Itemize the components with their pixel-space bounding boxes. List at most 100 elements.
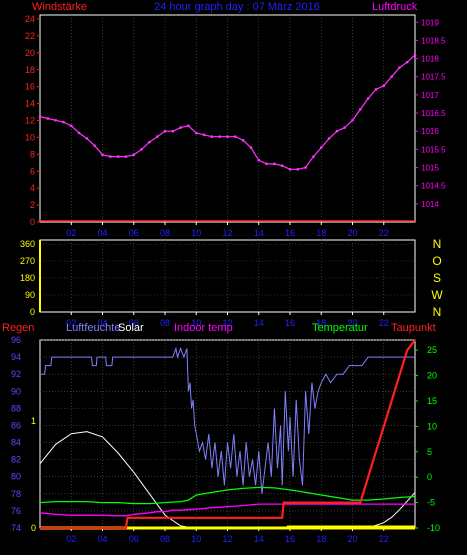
p3-xlabel-10: 10 xyxy=(191,534,201,544)
pressure-point xyxy=(85,137,89,140)
p1-right-tick-label-3: 1015.5 xyxy=(421,145,446,154)
p1-right-tick-label-8: 1018 xyxy=(421,55,439,64)
chart-labels: 24 hour graph day : 07 März 2016 Windstä… xyxy=(2,1,436,334)
panel1-right-axis-label: Luftdruck xyxy=(372,1,418,13)
pressure-point xyxy=(405,61,409,64)
pressure-point xyxy=(109,155,112,158)
pressure-point xyxy=(320,146,323,149)
series-luftfeuchte-line xyxy=(40,346,415,494)
pressure-point xyxy=(398,66,401,69)
pressure-point xyxy=(374,88,378,91)
p3-xlabel-06: 06 xyxy=(129,534,139,544)
p1-left-tick-label-10: 20 xyxy=(25,48,35,58)
pressure-point xyxy=(101,153,104,157)
p3-xlabel-20: 20 xyxy=(347,534,357,544)
p2-right-tick-label-1: W xyxy=(431,288,443,302)
p1-left-tick-label-9: 18 xyxy=(25,65,35,75)
p2-left-tick-label-1: 90 xyxy=(25,290,35,300)
p3-temp-tick-label-3: 5 xyxy=(427,447,432,457)
p3-temp-tick-label-5: 15 xyxy=(427,396,437,406)
p2-xlabel-10: 10 xyxy=(191,318,201,328)
p3-temp-tick-label-6: 20 xyxy=(427,371,437,381)
p1-right-tick-label-7: 1017.5 xyxy=(421,73,446,82)
p1-left-tick-label-3: 6 xyxy=(30,166,35,176)
pressure-point xyxy=(171,130,175,133)
p1-xlabel-08: 08 xyxy=(160,228,170,238)
pressure-point xyxy=(70,124,73,127)
pressure-point xyxy=(413,53,417,57)
p3-temp-tick-label-4: 10 xyxy=(427,421,437,431)
legend-taupunkt: Taupunkt xyxy=(391,322,436,334)
p1-right-tick-label-10: 1019 xyxy=(421,18,439,27)
pressure-point xyxy=(116,155,120,158)
humidity-temperature-panel: 02 04 06 08 10 12 14 16 18 20 22747678808284868890… xyxy=(11,335,440,544)
p1-left-tick-label-4: 8 xyxy=(30,149,35,159)
legend-temperatur: Temperatur xyxy=(312,322,368,334)
legend-indoor-temp: Indoor temp xyxy=(174,322,233,334)
p2-left-tick-label-4: 360 xyxy=(20,239,35,249)
pressure-point xyxy=(93,144,96,147)
p3-humidity-tick-label-3: 80 xyxy=(11,472,21,482)
pressure-point xyxy=(241,139,245,142)
p3-temp-tick-label-0: -10 xyxy=(427,523,440,533)
p3-xlabel-04: 04 xyxy=(97,534,107,544)
pressure-point xyxy=(77,131,81,135)
pressure-point xyxy=(124,155,128,158)
pressure-point xyxy=(343,126,346,129)
p1-left-tick-label-1: 2 xyxy=(30,200,35,210)
pressure-point xyxy=(327,137,331,140)
p3-humidity-tick-label-5: 84 xyxy=(11,438,21,448)
p3-humidity-tick-label-7: 88 xyxy=(11,403,21,413)
p3-xlabel-12: 12 xyxy=(222,534,232,544)
pressure-point xyxy=(140,148,143,151)
pressure-point xyxy=(163,130,167,133)
pressure-point xyxy=(265,162,268,166)
pressure-point xyxy=(210,135,214,138)
p3-humidity-tick-label-2: 78 xyxy=(11,489,21,499)
p3-xlabel-02: 02 xyxy=(66,534,76,544)
p2-left-tick-label-3: 270 xyxy=(20,256,35,266)
pressure-point xyxy=(202,133,206,137)
pressure-point xyxy=(195,131,198,135)
p1-right-tick-label-2: 1015 xyxy=(421,164,439,173)
p3-xlabel-14: 14 xyxy=(254,534,264,544)
p2-xlabel-12: 12 xyxy=(222,318,232,328)
pressure-point xyxy=(296,168,300,171)
p3-humidity-tick-label-4: 82 xyxy=(11,455,21,465)
pressure-point xyxy=(273,162,276,166)
p2-right-tick-label-0: N xyxy=(433,305,442,319)
p1-left-tick-label-6: 12 xyxy=(25,116,35,126)
pressure-point xyxy=(179,126,182,129)
p1-right-tick-label-0: 1014 xyxy=(421,200,439,209)
p2-xlabel-22: 22 xyxy=(379,318,389,328)
series-temperatur-line xyxy=(39,486,416,505)
panel1-title: 24 hour graph day : 07 März 2016 xyxy=(154,1,320,13)
p1-xlabel-18: 18 xyxy=(316,228,326,238)
series-solar-line xyxy=(39,431,416,529)
pressure-point xyxy=(335,130,339,133)
p2-right-tick-label-2: S xyxy=(433,271,441,285)
series-indoor-temp-line xyxy=(39,503,415,517)
pressure-point xyxy=(312,155,315,158)
legend-regen: Regen xyxy=(2,322,34,334)
p1-xlabel-16: 16 xyxy=(285,228,295,238)
p3-humidity-tick-label-8: 90 xyxy=(11,386,21,396)
pressure-point xyxy=(382,84,385,88)
p3-xlabel-22: 22 xyxy=(379,534,389,544)
p1-left-tick-label-2: 4 xyxy=(30,183,35,193)
p2-xlabel-02: 02 xyxy=(66,318,76,328)
p1-xlabel-10: 10 xyxy=(191,228,201,238)
p1-right-tick-label-6: 1017 xyxy=(421,91,439,100)
p1-left-tick-label-5: 10 xyxy=(25,132,35,142)
p3-humidity-tick-label-11: 96 xyxy=(11,335,21,345)
pressure-point xyxy=(366,97,370,100)
p3-humidity-tick-label-1: 76 xyxy=(11,506,21,516)
p1-left-tick-label-12: 24 xyxy=(25,14,35,24)
p1-xlabel-04: 04 xyxy=(97,228,107,238)
pressure-point xyxy=(257,159,260,162)
p1-xlabel-12: 12 xyxy=(222,228,232,238)
p1-left-tick-label-8: 16 xyxy=(25,82,35,92)
p1-right-tick-label-9: 1018.5 xyxy=(421,36,446,45)
p3-xlabel-16: 16 xyxy=(285,534,295,544)
